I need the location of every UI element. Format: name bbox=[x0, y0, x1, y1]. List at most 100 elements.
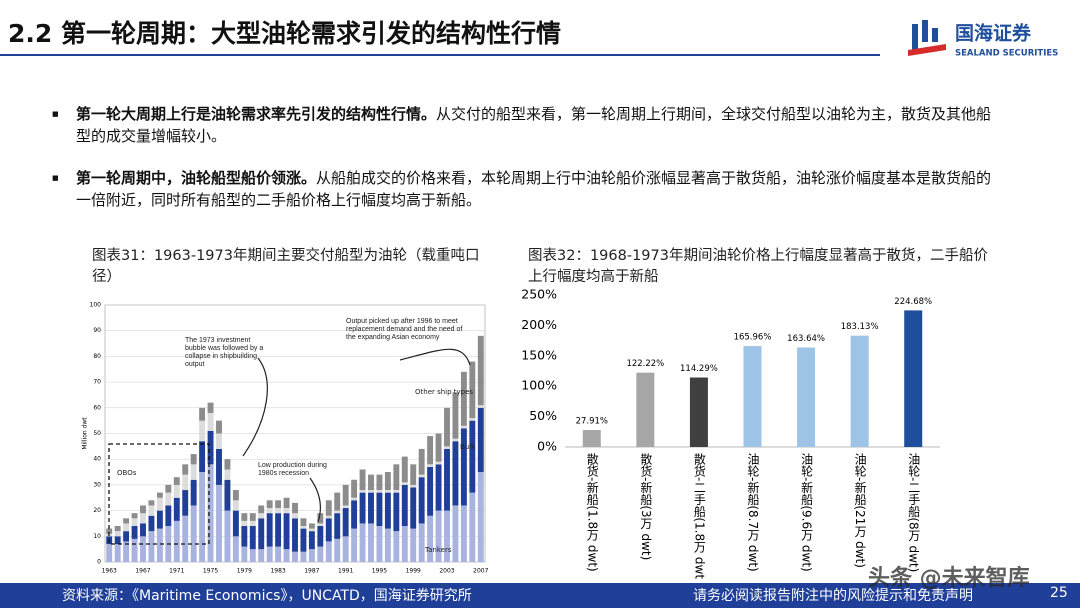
bar-segment bbox=[317, 523, 324, 527]
bar-segment bbox=[123, 531, 130, 542]
bar-segment bbox=[140, 523, 146, 537]
x-tick-label: 散货-新船(3万 dwt) bbox=[639, 452, 653, 561]
bar-segment bbox=[359, 523, 366, 562]
bar-segment bbox=[216, 420, 222, 434]
x-tick-label: 油轮-二手船(8万 dwt) bbox=[907, 453, 921, 573]
bar-segment bbox=[452, 438, 459, 442]
bar-segment bbox=[452, 392, 459, 439]
x-tick-label: 1971 bbox=[169, 568, 184, 575]
bar-segment bbox=[156, 528, 163, 562]
bar-segment bbox=[131, 526, 138, 539]
bar-segment bbox=[401, 456, 408, 483]
bar-segment bbox=[334, 510, 341, 514]
x-tick-label: 1991 bbox=[338, 568, 353, 575]
bar-segment bbox=[444, 510, 450, 562]
bar-segment bbox=[182, 464, 189, 475]
bar-segment bbox=[300, 551, 307, 562]
bar-segment bbox=[435, 433, 442, 462]
bar-segment bbox=[410, 487, 417, 529]
bar-segment bbox=[283, 497, 290, 509]
bar-segment bbox=[351, 500, 358, 529]
x-tick-label: 散货-新船(1.8万 dwt) bbox=[585, 452, 599, 572]
bar-segment bbox=[165, 526, 172, 562]
y-tick-label: 40 bbox=[93, 456, 101, 463]
bar-segment bbox=[283, 508, 290, 514]
bar-segment bbox=[207, 412, 214, 431]
series-label: Tankers bbox=[424, 546, 452, 554]
bar-segment bbox=[275, 513, 282, 547]
bar-segment bbox=[477, 472, 484, 562]
bar-segment bbox=[292, 502, 298, 514]
bar-segment bbox=[317, 526, 324, 547]
bar-segment bbox=[435, 510, 442, 562]
bar-segment bbox=[444, 448, 450, 511]
bar-segment bbox=[427, 515, 434, 562]
bar-segment bbox=[182, 490, 189, 516]
x-tick-label: 1987 bbox=[304, 568, 319, 575]
bullet-bold: 第一轮周期中，油轮船型船价领涨。 bbox=[76, 169, 317, 187]
page-number: 25 bbox=[1050, 585, 1068, 601]
x-tick-label: 1995 bbox=[372, 568, 387, 575]
bar-segment bbox=[173, 520, 180, 562]
y-tick-label: 60 bbox=[93, 404, 101, 411]
bar-segment bbox=[114, 536, 121, 545]
bar-segment bbox=[418, 448, 425, 475]
chart-title: 图表31：1963-1973年期间主要交付船型为油轮（载重吨口径） bbox=[92, 248, 480, 285]
bar-segment bbox=[106, 528, 113, 534]
bar-segment bbox=[393, 492, 400, 532]
bar-segment bbox=[351, 528, 358, 562]
bar-segment bbox=[444, 407, 450, 447]
bar-segment bbox=[266, 500, 273, 509]
bar-segment bbox=[199, 407, 206, 421]
bar-segment bbox=[384, 472, 391, 491]
bar-segment bbox=[266, 508, 273, 514]
slide-title: 2.2 第一轮周期：大型油轮需求引发的结构性行情 bbox=[8, 19, 561, 48]
bar-segment bbox=[452, 505, 459, 562]
bar-segment bbox=[435, 464, 442, 511]
y-tick-label: 0% bbox=[537, 439, 557, 454]
bar-segment bbox=[216, 484, 222, 562]
bar bbox=[582, 430, 601, 447]
bar-segment bbox=[359, 469, 366, 491]
bar-segment bbox=[460, 371, 467, 426]
y-tick-label: 50 bbox=[93, 430, 101, 437]
bar-segment bbox=[148, 500, 155, 506]
footer-band bbox=[0, 583, 1080, 608]
y-tick-label: 150% bbox=[521, 347, 557, 362]
x-tick-label: 2003 bbox=[439, 568, 454, 575]
bar-segment bbox=[258, 518, 265, 550]
bar-segment bbox=[376, 526, 383, 562]
bar-segment bbox=[190, 454, 197, 465]
annotation: Output picked up after 1996 to meet repl… bbox=[346, 318, 463, 341]
y-tick-label: 70 bbox=[93, 379, 101, 386]
bar-segment bbox=[308, 531, 315, 550]
bar-segment bbox=[216, 448, 222, 485]
disclaimer: 请务必阅读报告附注中的风险提示和免责声明 bbox=[693, 588, 973, 604]
bar-segment bbox=[249, 520, 256, 527]
x-tick-label: 油轮-新船(21万 dwt) bbox=[853, 453, 867, 568]
bullet: 第一轮大周期上行是油轮需求率先引发的结构性行情。从交付的船型来看，第一轮周期上行… bbox=[52, 103, 997, 147]
bar-segment bbox=[300, 526, 307, 529]
bar-segment bbox=[368, 474, 374, 491]
logo-icon bbox=[908, 20, 946, 56]
bar-segment bbox=[452, 441, 459, 506]
bar-segment bbox=[410, 464, 417, 485]
bar-segment bbox=[182, 515, 189, 562]
bar-segment bbox=[401, 484, 408, 527]
bar-segment bbox=[325, 541, 332, 562]
bar-segment bbox=[292, 518, 298, 552]
bar-segment bbox=[114, 531, 121, 537]
source: 资料来源：《Maritime Economics》，UNCATD，国海证券研究所 bbox=[62, 588, 472, 604]
y-tick-label: 50% bbox=[529, 408, 557, 423]
bar-segment bbox=[156, 510, 163, 529]
bar-segment bbox=[140, 536, 146, 562]
y-tick-label: 80 bbox=[93, 353, 101, 360]
bar bbox=[904, 310, 923, 447]
bar-segment bbox=[241, 526, 248, 547]
bar-segment bbox=[106, 533, 113, 537]
bar-segment bbox=[393, 464, 400, 491]
bar-segment bbox=[342, 508, 349, 537]
bar-segment bbox=[384, 492, 391, 529]
bar-segment bbox=[249, 526, 256, 550]
x-tick-label: 1975 bbox=[203, 568, 218, 575]
